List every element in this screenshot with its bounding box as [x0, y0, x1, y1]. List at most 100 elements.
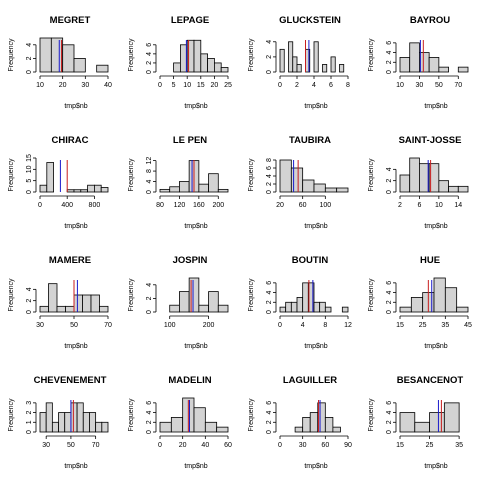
histogram-bar — [200, 53, 209, 73]
x-tick-label: 120 — [174, 202, 186, 209]
x-tick-label: 0 — [38, 202, 42, 209]
histogram-bar — [294, 426, 304, 433]
y-tick-label: 6 — [146, 43, 153, 47]
histogram-bar — [179, 291, 190, 313]
histogram-bar — [313, 301, 321, 313]
histogram-bar — [285, 301, 292, 313]
histogram-bar — [313, 41, 319, 73]
x-tick-label: 70 — [92, 442, 100, 449]
x-tick-label: 45 — [464, 322, 472, 329]
histogram-bar — [208, 173, 219, 193]
histogram-bar — [429, 412, 445, 433]
y-axis-label: Frequency — [368, 158, 375, 192]
x-axis-label: tmp$nb — [424, 463, 447, 470]
x-tick-label: 70 — [454, 82, 462, 89]
y-tick-label: 15 — [26, 154, 33, 162]
y-tick-label: 8 — [266, 158, 273, 162]
x-tick-label: 60 — [299, 202, 307, 209]
histogram-bar — [399, 174, 411, 193]
x-axis-label: tmp$nb — [64, 343, 87, 350]
x-axis-label: tmp$nb — [304, 223, 327, 230]
histogram-bar — [290, 167, 304, 193]
y-tick-label: 0 — [266, 190, 273, 194]
x-tick-label: 25 — [224, 82, 232, 89]
x-tick-label: 30 — [416, 82, 424, 89]
x-axis-label: tmp$nb — [424, 343, 447, 350]
panel-title: LAGUILLER — [283, 375, 337, 386]
histogram-panel: CHIRAC 0 400 800 0 5 10 15 tmp$nb Frequency — [8, 135, 109, 230]
histogram-bar — [193, 407, 206, 433]
histogram-bar — [428, 163, 440, 193]
y-axis-label: Frequency — [128, 398, 135, 432]
y-tick-label: 4 — [386, 51, 393, 55]
histogram-bar — [179, 181, 190, 193]
histogram-bar — [302, 179, 315, 193]
histogram-bar — [159, 421, 172, 433]
panel-title: BESANCENOT — [397, 375, 464, 386]
histogram-bar — [65, 305, 75, 313]
histogram-bar — [46, 162, 54, 193]
histogram-bar — [322, 64, 328, 73]
histogram-panel: MEGRET 10 20 30 40 0 2 4 tmp$nb Frequency — [8, 15, 112, 110]
y-tick-label: 0 — [266, 430, 273, 434]
histogram-panel: JOSPIN 100 200 0 2 4 tmp$nb Frequency — [128, 255, 229, 350]
histogram-bar — [39, 184, 48, 193]
histogram-panel: LE PEN 80 120 160 200 0 4 8 12 tmp$nb Frequency — [128, 135, 229, 230]
y-tick-label: 0 — [266, 310, 273, 314]
x-axis-label: tmp$nb — [424, 223, 447, 230]
histogram-panel: LAGUILLER 0 30 60 90 0 2 4 6 tmp$nb Frequency — [248, 375, 352, 470]
x-tick-label: 20 — [211, 82, 219, 89]
y-axis-label: Frequency — [248, 158, 255, 192]
panel-title: TAUBIRA — [289, 135, 331, 146]
y-tick-label: 0 — [26, 430, 33, 434]
y-axis-label: Frequency — [248, 38, 255, 72]
panel-title: HUE — [420, 255, 440, 266]
x-axis-label: tmp$nb — [304, 103, 327, 110]
y-tick-label: 0 — [146, 310, 153, 314]
histogram-bar — [82, 412, 90, 433]
x-tick-label: 800 — [89, 202, 101, 209]
histogram-bar — [448, 185, 459, 193]
histogram-bar — [159, 188, 171, 193]
x-tick-label: 50 — [70, 322, 78, 329]
histogram-bar — [64, 412, 72, 433]
x-tick-label: 15 — [197, 82, 205, 89]
histogram-bar — [39, 305, 49, 313]
x-tick-label: 0 — [278, 322, 282, 329]
y-tick-label: 0 — [386, 190, 393, 194]
y-tick-label: 4 — [26, 43, 33, 47]
histogram-bar — [204, 421, 218, 433]
histogram-bar — [82, 294, 92, 313]
x-tick-label: 0 — [278, 442, 282, 449]
x-tick-label: 5 — [172, 82, 176, 89]
histogram-bar — [96, 64, 109, 73]
y-axis-label: Frequency — [368, 278, 375, 312]
histogram-bar — [456, 306, 469, 313]
histogram-bar — [428, 57, 440, 73]
y-tick-label: 6 — [386, 281, 393, 285]
x-tick-label: 15 — [396, 442, 404, 449]
x-tick-label: 10 — [435, 202, 443, 209]
y-tick-label: 2 — [26, 411, 33, 415]
histogram-bar — [99, 305, 109, 313]
histogram-bar — [217, 304, 229, 313]
histogram-bar — [457, 66, 469, 73]
x-tick-label: 30 — [81, 82, 89, 89]
x-axis-label: tmp$nb — [64, 223, 87, 230]
histogram-bar — [169, 186, 180, 193]
panel-title: CHIRAC — [52, 135, 89, 146]
histogram-bar — [39, 412, 47, 433]
histogram-bar — [169, 304, 180, 313]
x-tick-label: 50 — [67, 442, 75, 449]
histogram-bar — [433, 277, 446, 313]
x-tick-label: 400 — [61, 202, 73, 209]
y-tick-label: 5 — [26, 179, 33, 183]
histogram-bar — [302, 282, 309, 313]
histogram-bar — [94, 184, 102, 193]
x-tick-label: 0 — [158, 82, 162, 89]
x-tick-label: 2 — [295, 82, 299, 89]
histogram-bar — [214, 62, 222, 73]
y-tick-label: 4 — [266, 40, 273, 44]
x-tick-label: 4 — [301, 322, 305, 329]
histogram-bar — [414, 421, 430, 433]
